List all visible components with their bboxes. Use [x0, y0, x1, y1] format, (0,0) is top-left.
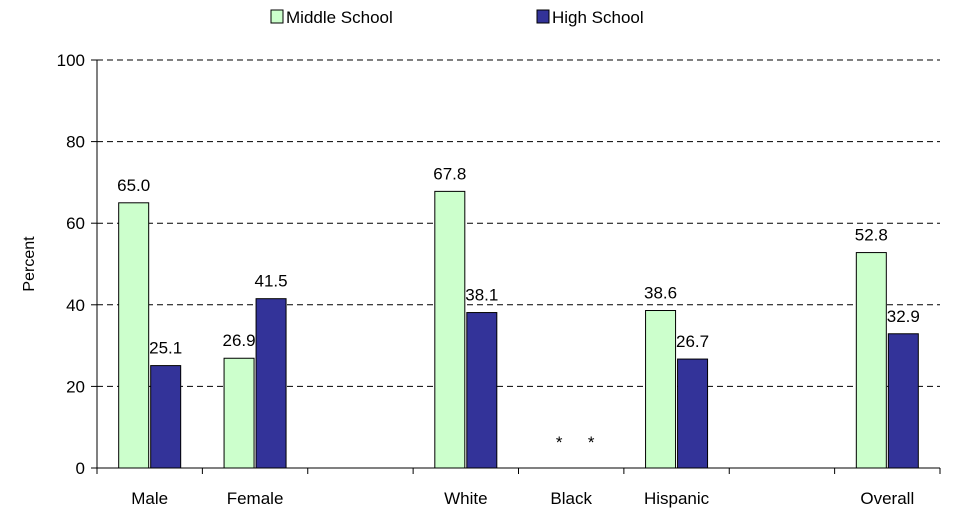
- data-label: 52.8: [855, 226, 888, 245]
- y-tick-label: 20: [66, 377, 85, 396]
- x-category-label: White: [444, 489, 487, 508]
- x-category-label: Male: [131, 489, 168, 508]
- legend-item: Middle School: [270, 8, 393, 27]
- data-labels: 65.0 26.9 67.8 * 38.6 52.8 25.1 41.5 38.1 * 26.7 32…: [117, 164, 920, 452]
- data-label: 65.0: [117, 176, 150, 195]
- data-label: 26.9: [223, 331, 256, 350]
- y-tick-label: 100: [57, 51, 85, 70]
- x-category-label: Black: [550, 489, 592, 508]
- bar: [255, 298, 287, 469]
- legend-swatch: [536, 9, 550, 24]
- y-tick-label: 60: [66, 214, 85, 233]
- bar: [677, 358, 709, 469]
- legend-label: Middle School: [286, 8, 393, 27]
- x-category-label: Female: [227, 489, 284, 508]
- x-axis: Male Female White Black Hispanic Overall: [96, 60, 941, 508]
- data-label: 38.6: [644, 284, 677, 303]
- data-label: 25.1: [149, 339, 182, 358]
- bar: [645, 310, 677, 469]
- data-label: 38.1: [465, 286, 498, 305]
- y-tick-label: 80: [66, 133, 85, 152]
- legend-swatch: [270, 9, 284, 24]
- y-tick-label: 40: [66, 296, 85, 315]
- x-category-label: Hispanic: [644, 489, 710, 508]
- bar: [434, 190, 466, 469]
- bar: [855, 252, 887, 469]
- bar: [150, 365, 182, 469]
- bar: [118, 202, 150, 469]
- bar: [466, 312, 498, 469]
- y-axis-title: Percent: [21, 236, 38, 292]
- bars: [118, 190, 919, 469]
- legend-label: High School: [552, 8, 644, 27]
- bar: [223, 357, 255, 469]
- x-category-label: Overall: [860, 489, 914, 508]
- data-label: 67.8: [433, 164, 466, 183]
- bar: [887, 333, 919, 469]
- y-axis-ticks: 0 20 40 60 80 100: [57, 51, 97, 478]
- gridlines: [97, 59, 940, 387]
- data-label: 41.5: [255, 272, 288, 291]
- data-label: *: [556, 433, 563, 452]
- legend-item: High School: [536, 8, 644, 27]
- y-tick-label: 0: [76, 459, 85, 478]
- legend: Middle School High School: [270, 8, 644, 27]
- data-label: 26.7: [676, 332, 709, 351]
- data-label: *: [588, 433, 595, 452]
- data-label: 32.9: [887, 307, 920, 326]
